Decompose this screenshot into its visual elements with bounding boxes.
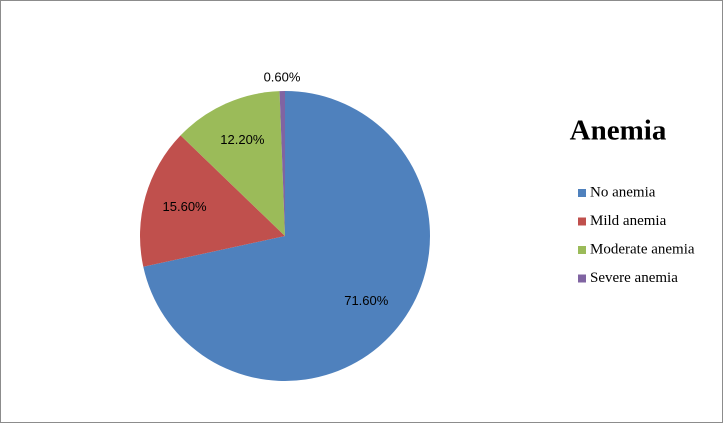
- data-label: 12.20%: [220, 132, 265, 147]
- legend-label: Mild anemia: [590, 213, 667, 229]
- pie-slice: [180, 91, 285, 236]
- legend-swatch: [578, 217, 586, 226]
- legend-swatch: [578, 246, 586, 254]
- legend-swatch: [578, 189, 586, 197]
- chart-title: Anemia: [570, 115, 667, 147]
- pie-slice: [143, 91, 430, 381]
- legend-swatch: [578, 274, 586, 283]
- data-label: 0.60%: [264, 69, 301, 84]
- pie-slice: [279, 91, 285, 236]
- data-label: 15.60%: [163, 199, 208, 214]
- legend-label: Severe anemia: [590, 270, 678, 286]
- legend-label: Moderate anemia: [590, 241, 695, 257]
- legend-label: No anemia: [590, 184, 656, 200]
- pie-slice: [140, 135, 285, 267]
- data-label: 71.60%: [344, 293, 389, 308]
